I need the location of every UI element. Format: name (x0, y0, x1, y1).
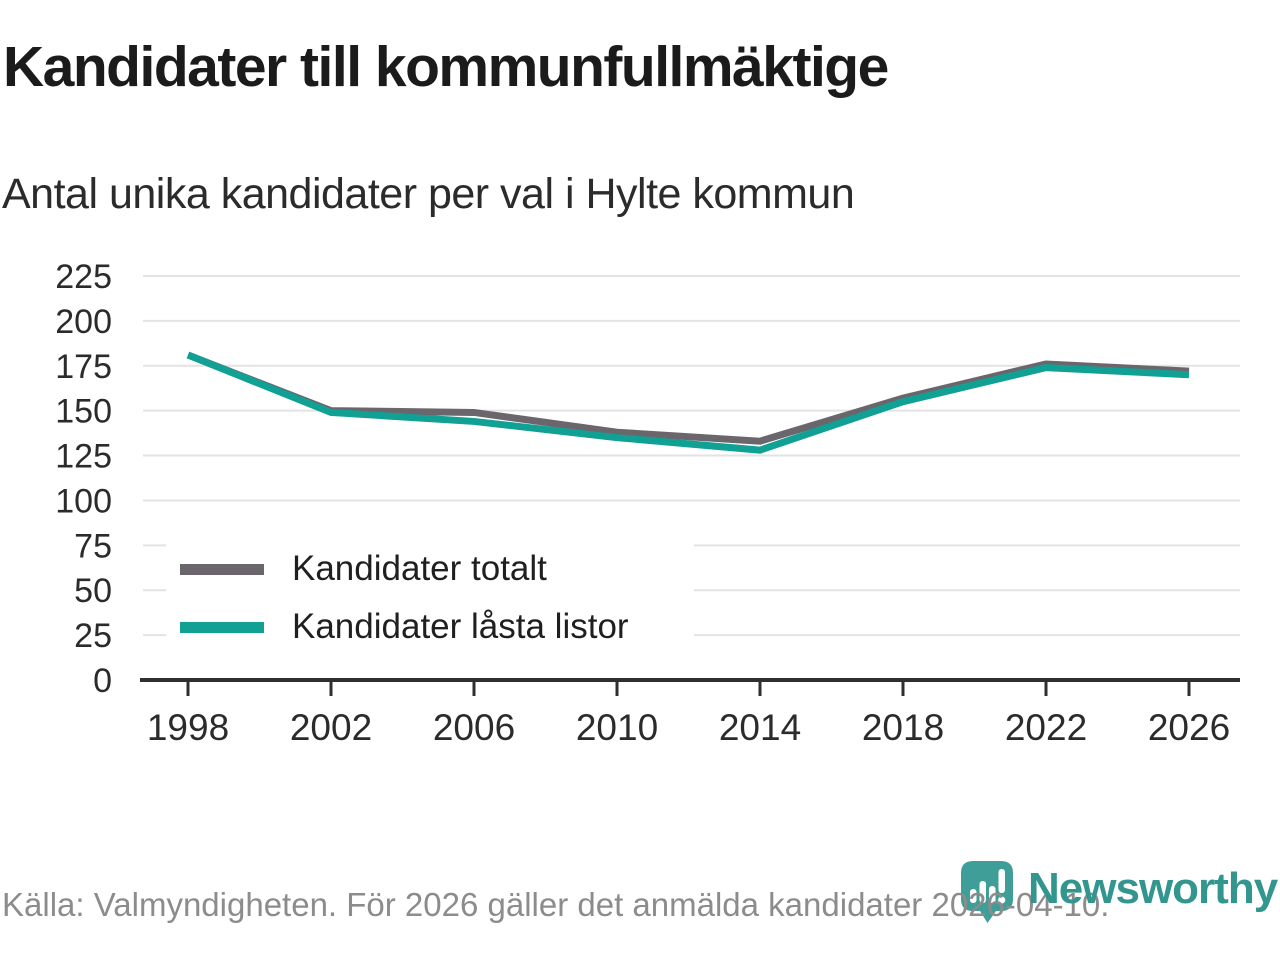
x-tick-label: 2022 (1005, 707, 1087, 748)
legend-swatch-lasta-listor-line-icon (180, 621, 264, 633)
newsworthy-pin-barchart-icon (961, 861, 1013, 923)
source-note: Källa: Valmyndigheten. För 2026 gäller d… (2, 886, 1110, 923)
series-line-1 (186, 351, 1190, 454)
x-tick-label: 2010 (576, 707, 658, 748)
page-subtitle: Antal unika kandidater per val i Hylte k… (2, 170, 855, 218)
x-tick-label: 1998 (147, 707, 229, 748)
y-tick-label: 225 (55, 258, 112, 296)
y-tick-label: 125 (55, 438, 112, 476)
y-tick-label: 200 (55, 303, 112, 341)
x-tick-label: 2006 (433, 707, 515, 748)
y-tick-label: 25 (74, 617, 112, 655)
legend-item-totalt: Kandidater totalt (180, 544, 694, 594)
y-tick-label: 175 (55, 348, 112, 386)
y-tick-label: 50 (74, 572, 112, 610)
x-tick-label: 2018 (862, 707, 944, 748)
y-tick-label: 75 (74, 527, 112, 565)
newsworthy-wordmark: Newsworthy (1028, 864, 1278, 913)
x-tick-label: 2026 (1148, 707, 1230, 748)
legend-label-lasta-listor: Kandidater låsta listor (292, 607, 629, 646)
y-tick-label: 0 (93, 662, 112, 700)
x-tick-label: 2002 (290, 707, 372, 748)
page-title: Kandidater till kommunfullmäktige (3, 35, 889, 99)
y-tick-label: 150 (55, 393, 112, 431)
x-tick-label: 2014 (719, 707, 801, 748)
legend-item-lasta-listor: Kandidater låsta listor (180, 602, 694, 652)
legend-label-totalt: Kandidater totalt (292, 549, 547, 588)
y-tick-label: 100 (55, 482, 112, 520)
legend: Kandidater totalt Kandidater låsta listo… (166, 534, 694, 652)
legend-swatch-totalt-line-icon (180, 563, 264, 575)
